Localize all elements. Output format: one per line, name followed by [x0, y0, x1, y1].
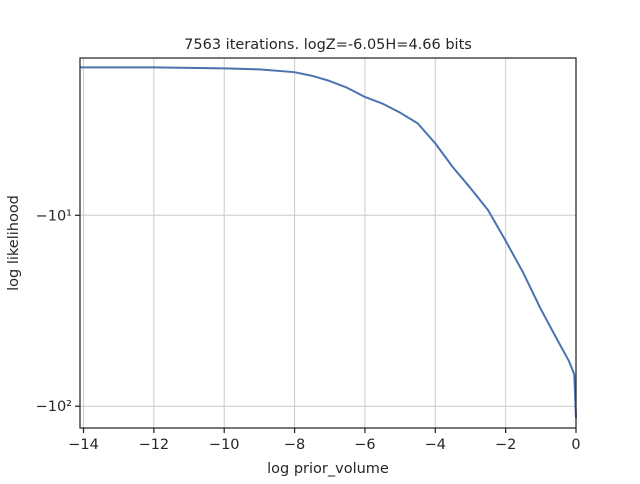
x-tick-label: −4 [425, 437, 446, 453]
x-tick-label: −8 [284, 437, 305, 453]
x-tick-label: −6 [354, 437, 375, 453]
x-tick-label: 0 [571, 437, 580, 453]
likelihood-series-line [80, 66, 577, 418]
chart-title: 7563 iterations. logZ=-6.05H=4.66 bits [184, 37, 472, 53]
x-tick-label: −2 [495, 437, 516, 453]
y-tick-label: −10² [36, 399, 72, 415]
plot-frame [79, 57, 577, 429]
ticks: −14 −12 −10 −8 −6 −4 −2 0 −10¹ −10² [36, 208, 581, 453]
y-tick-label: −10¹ [36, 208, 73, 224]
x-tick-label: −12 [139, 437, 170, 453]
grid [80, 58, 577, 428]
y-axis-label: log likelihood [6, 195, 22, 291]
x-tick-label: −14 [68, 437, 99, 453]
x-axis-label: log prior_volume [267, 461, 389, 477]
series-layer [80, 66, 577, 418]
x-tick-label: −10 [209, 437, 240, 453]
